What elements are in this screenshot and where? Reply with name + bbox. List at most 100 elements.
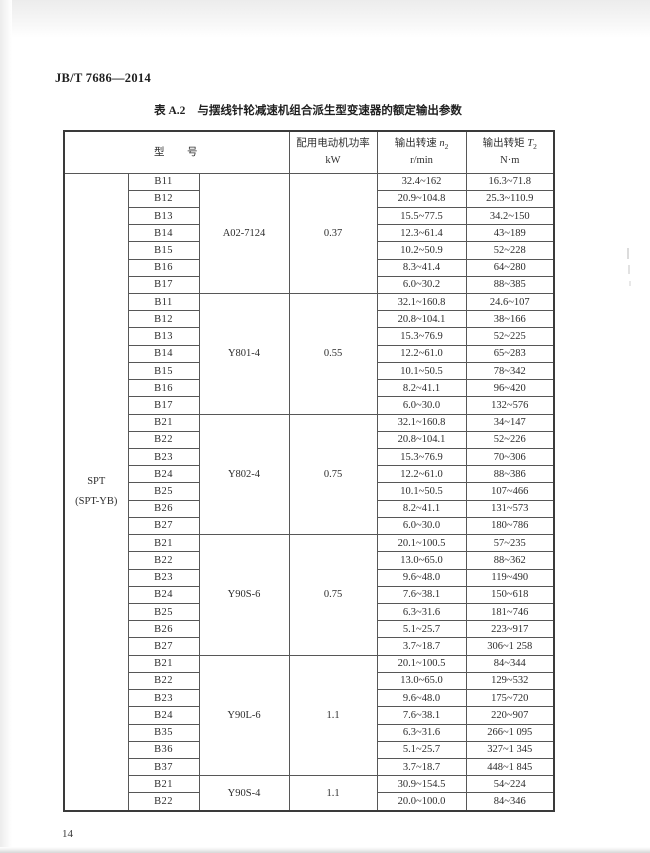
speed-cell: 13.0~65.0 [376,551,467,570]
model-cell: B25 [127,482,200,501]
scan-artifact [629,281,631,286]
torque-cell: 327~1 345 [465,740,555,759]
output-torque-symbol: T [527,137,534,149]
table-row: B27 3.7~18.7 306~1 258 [64,637,555,656]
model-cell: B17 [127,275,200,295]
power-cell: 0.37 [288,172,378,295]
model-cell: B24 [127,706,200,725]
output-speed-unit: r/min [410,155,433,167]
speed-cell: 5.1~25.7 [376,740,467,759]
table-header-row: 型 号 配用电动机功率 kW 输出转速 n2 r/min 输出转矩 T2 N·m [63,130,555,174]
model-cell: B14 [127,224,200,243]
series-name: SPT [87,475,106,487]
page-number: 14 [62,828,73,840]
speed-cell: 12.2~61.0 [376,465,467,484]
speed-cell: 5.1~25.7 [376,620,467,639]
speed-cell: 20.9~104.8 [376,189,467,208]
model-cell: B15 [127,361,200,381]
output-torque-label: 输出转矩 [482,137,525,149]
speed-cell: 12.2~61.0 [376,344,467,363]
table-row: B11 Y801-4 0.55 32.1~160.8 24.6~107 [64,293,555,415]
motor-cell: Y802-4 [198,413,290,536]
table-row: B22 13.0~65.0 88~362 [64,551,555,570]
model-cell: B23 [127,689,200,708]
table-row: B26 5.1~25.7 223~917 [64,620,555,639]
output-speed-label: 输出转速 [394,137,437,149]
speed-cell: 32.4~162 [376,172,467,191]
speed-cell: 20.8~104.1 [376,310,467,329]
torque-cell: 132~576 [465,396,555,415]
speed-cell: 32.1~160.8 [376,293,467,312]
motor-power-unit: kW [325,155,341,167]
torque-cell: 150~618 [465,585,555,604]
table-row: B22 20.0~100.0 84~346 [64,792,555,812]
scan-artifact [628,265,630,274]
table-row: B23 9.6~48.0 119~490 [64,568,555,587]
table-row: B13 15.5~77.5 34.2~150 [64,206,555,226]
output-speed-symbol: n [439,137,445,149]
torque-cell: 129~532 [465,671,555,691]
power-cell: 0.75 [288,413,378,536]
table-row: B21 Y802-4 0.75 32.1~160.8 34~147 [64,413,555,536]
torque-cell: 96~420 [465,379,555,398]
torque-cell: 181~746 [465,602,555,622]
speed-cell: 6.0~30.0 [376,516,467,536]
model-cell: B14 [127,344,200,363]
speed-cell: 15.5~77.5 [376,206,467,226]
speed-cell: 9.6~48.0 [376,689,467,708]
model-cell: B15 [127,241,200,260]
torque-cell: 65~283 [465,344,555,363]
model-cell: B21 [127,413,200,432]
model-cell: B13 [127,206,200,226]
power-cell: 1.1 [288,775,378,812]
speed-cell: 6.3~31.6 [376,602,467,622]
table-row: B25 10.1~50.5 107~466 [64,482,555,501]
model-cell: B22 [127,430,200,450]
table-row: B13 15.3~76.9 52~225 [64,327,555,346]
table-row: B35 6.3~31.6 266~1 095 [64,723,555,742]
torque-cell: 84~346 [465,792,555,812]
speed-cell: 9.6~48.0 [376,568,467,587]
table-row: B37 3.7~18.7 448~1 845 [64,757,555,777]
torque-cell: 64~280 [465,258,555,277]
torque-cell: 57~235 [465,534,555,553]
speed-cell: 10.2~50.9 [376,241,467,260]
table-row: B22 13.0~65.0 129~532 [64,671,555,691]
table-row: B16 8.2~41.1 96~420 [64,379,555,398]
model-cell: B23 [127,568,200,587]
model-cell: B21 [127,534,200,553]
table-row: B14 12.3~61.4 43~189 [64,224,555,243]
table-row: B14 12.2~61.0 65~283 [64,344,555,363]
model-cell: B16 [127,258,200,277]
speed-cell: 30.9~154.5 [376,775,467,794]
table-row: B17 6.0~30.0 132~576 [64,396,555,415]
model-cell: B26 [127,620,200,639]
model-cell: B12 [127,189,200,208]
model-cell: B25 [127,602,200,622]
torque-cell: 78~342 [465,361,555,381]
speed-cell: 13.0~65.0 [376,671,467,691]
model-cell: B11 [127,172,200,191]
speed-cell: 20.1~100.5 [376,654,467,673]
table-row: SPT (SPT-YB) B11 A02-7124 0.37 32.4~162 16.3~7… [63,172,555,812]
model-cell: B16 [127,379,200,398]
motor-cell: Y90S-4 [198,775,290,812]
table-row: B17 6.0~30.2 88~385 [64,275,555,295]
output-speed-subscript: 2 [444,142,449,152]
table-row: B21 Y90S-4 1.1 30.9~154.5 54~224 [64,775,555,812]
motor-cell: A02-7124 [198,172,290,295]
torque-cell: 175~720 [465,689,555,708]
speed-cell: 10.1~50.5 [376,361,467,381]
model-cell: B23 [127,447,200,467]
motor-cell: Y90L-6 [198,654,290,777]
column-header-output-speed: 输出转速 n2 r/min [376,130,467,174]
model-cell: B12 [127,310,200,329]
table-row: B23 9.6~48.0 175~720 [64,689,555,708]
torque-cell: 52~228 [465,241,555,260]
speed-cell: 20.0~100.0 [376,792,467,812]
model-cell: B27 [127,516,200,536]
speed-cell: 6.0~30.2 [376,275,467,295]
column-header-model: 型 号 [63,130,290,174]
speed-cell: 3.7~18.7 [376,757,467,777]
model-cell: B37 [127,757,200,777]
